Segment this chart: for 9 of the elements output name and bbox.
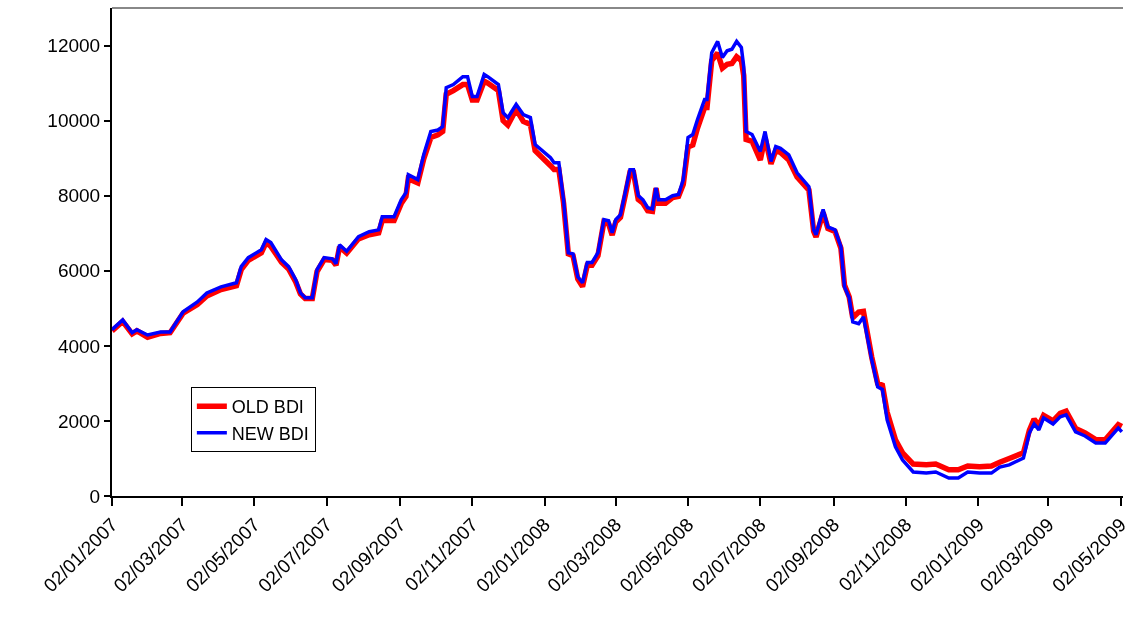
y-tick-label: 2000 xyxy=(57,410,101,432)
y-tick-label: 10000 xyxy=(47,110,101,132)
legend-label: OLD BDI xyxy=(231,397,304,418)
legend-label: NEW BDI xyxy=(231,423,309,444)
y-tick-label: 0 xyxy=(89,485,101,507)
y-tick-label: 6000 xyxy=(57,260,101,282)
y-tick-label: 4000 xyxy=(57,335,101,357)
y-tick-label: 12000 xyxy=(47,35,101,57)
y-tick-label: 8000 xyxy=(57,185,101,207)
